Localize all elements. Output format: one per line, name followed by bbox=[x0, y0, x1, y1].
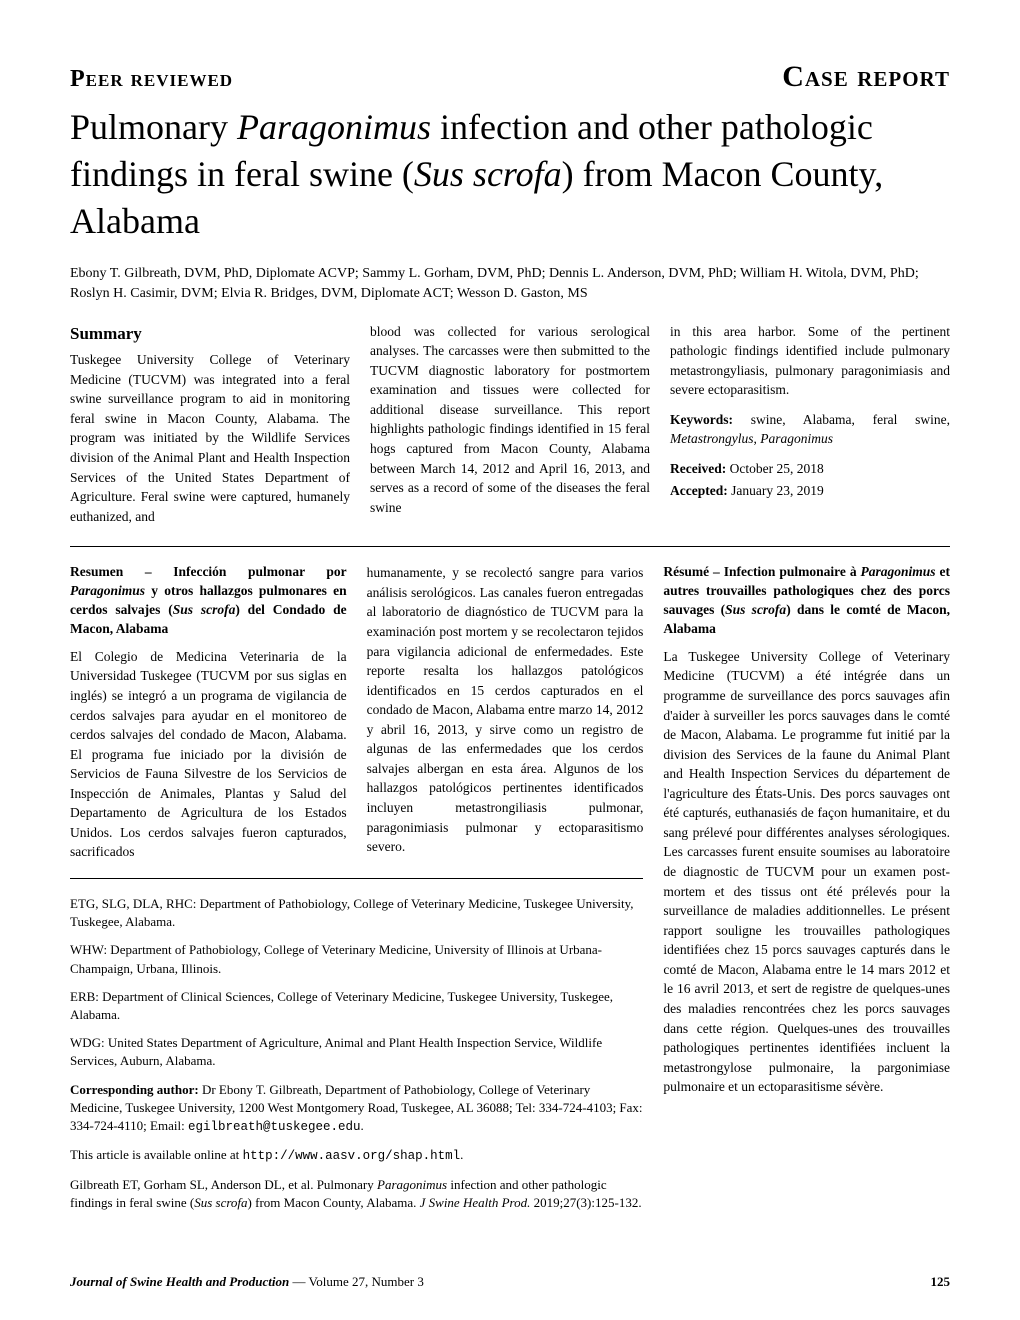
online-text: This article is available online at bbox=[70, 1147, 243, 1162]
left-column-group: Resumen – Infección pulmonar por Paragon… bbox=[70, 563, 643, 1222]
corr-email: egilbreath@tuskegee.edu bbox=[188, 1120, 361, 1134]
online-availability: This article is available online at http… bbox=[70, 1146, 643, 1166]
title-italic: Paragonimus bbox=[237, 107, 431, 147]
lower-section: Resumen – Infección pulmonar por Paragon… bbox=[70, 563, 950, 1222]
accepted-label: Accepted: bbox=[670, 483, 728, 498]
affiliation: WDG: United States Department of Agricul… bbox=[70, 1034, 643, 1070]
heading-italic: Sus scrofa bbox=[173, 602, 236, 617]
citation: Gilbreath ET, Gorham SL, Anderson DL, et… bbox=[70, 1176, 643, 1212]
citation-part: Gilbreath ET, Gorham SL, Anderson DL, et… bbox=[70, 1177, 377, 1192]
summary-col-1: Summary Tuskegee University College of V… bbox=[70, 322, 350, 527]
title-part: Pulmonary bbox=[70, 107, 237, 147]
keywords-italic: Paragonimus bbox=[760, 431, 833, 446]
resumen-body: humanamente, y se recolectó sangre para … bbox=[367, 565, 644, 854]
article-title: Pulmonary Paragonimus infection and othe… bbox=[70, 104, 950, 244]
summary-text: blood was collected for various serologi… bbox=[370, 324, 650, 515]
accepted-date: January 23, 2019 bbox=[728, 483, 824, 498]
keywords-text: swine, Alabama, feral swine, bbox=[733, 412, 950, 427]
heading-italic: Paragonimus bbox=[70, 583, 145, 598]
summary-text: in this area harbor. Some of the pertine… bbox=[670, 324, 950, 398]
citation-italic: Paragonimus bbox=[377, 1177, 447, 1192]
page-footer: Journal of Swine Health and Production —… bbox=[70, 1274, 950, 1290]
corresponding-author: Corresponding author: Dr Ebony T. Gilbre… bbox=[70, 1081, 643, 1137]
title-italic: Sus scrofa bbox=[414, 154, 562, 194]
heading-italic: Paragonimus bbox=[861, 564, 936, 579]
issue-info: — Volume 27, Number 3 bbox=[289, 1274, 424, 1289]
affiliations-block: ETG, SLG, DLA, RHC: Department of Pathob… bbox=[70, 895, 643, 1212]
keywords-block: Keywords: swine, Alabama, feral swine, M… bbox=[670, 410, 950, 449]
resumen-col-2: humanamente, y se recolectó sangre para … bbox=[367, 563, 644, 862]
resume-fr-body: La Tuskegee University College of Veteri… bbox=[663, 649, 950, 1094]
footer-journal: Journal of Swine Health and Production —… bbox=[70, 1274, 424, 1290]
corr-label: Corresponding author: bbox=[70, 1082, 199, 1097]
affiliation: WHW: Department of Pathobiology, College… bbox=[70, 941, 643, 977]
received-line: Received: October 25, 2018 bbox=[670, 459, 950, 479]
received-date: October 25, 2018 bbox=[726, 461, 823, 476]
resume-fr-heading: Résumé – Infection pulmonaire à Paragoni… bbox=[663, 563, 950, 639]
period: . bbox=[360, 1118, 363, 1133]
peer-reviewed-label: Peer reviewed bbox=[70, 66, 233, 93]
keywords-italic: Metastrongylus bbox=[670, 431, 754, 446]
summary-row: Summary Tuskegee University College of V… bbox=[70, 322, 950, 527]
report-type-label: Case report bbox=[782, 60, 950, 94]
resumen-row: Resumen – Infección pulmonar por Paragon… bbox=[70, 563, 643, 862]
heading-italic: Sus scrofa bbox=[725, 602, 786, 617]
heading-part: Resumen – Infección pulmonar por bbox=[70, 564, 347, 579]
resumen-col-1: Resumen – Infección pulmonar por Paragon… bbox=[70, 563, 347, 862]
dates-block: Received: October 25, 2018 Accepted: Jan… bbox=[670, 459, 950, 500]
online-url: http://www.aasv.org/shap.html bbox=[243, 1149, 461, 1163]
affiliation: ERB: Department of Clinical Sciences, Co… bbox=[70, 988, 643, 1024]
affiliation: ETG, SLG, DLA, RHC: Department of Pathob… bbox=[70, 895, 643, 931]
citation-italic: Sus scrofa bbox=[194, 1195, 247, 1210]
journal-name: Journal of Swine Health and Production bbox=[70, 1274, 289, 1289]
keywords-label: Keywords: bbox=[670, 412, 733, 427]
resumen-heading: Resumen – Infección pulmonar por Paragon… bbox=[70, 563, 347, 639]
summary-col-2: blood was collected for various serologi… bbox=[370, 322, 650, 527]
authors-list: Ebony T. Gilbreath, DVM, PhD, Diplomate … bbox=[70, 264, 950, 303]
divider bbox=[70, 878, 643, 879]
page-number: 125 bbox=[931, 1274, 951, 1290]
citation-part: ) from Macon County, Alabama. bbox=[248, 1195, 420, 1210]
heading-part: Résumé – Infection pulmonaire à bbox=[663, 564, 860, 579]
header-row: Peer reviewed Case report bbox=[70, 60, 950, 94]
accepted-line: Accepted: January 23, 2019 bbox=[670, 481, 950, 501]
resumen-body: El Colegio de Medicina Veterinaria de la… bbox=[70, 649, 347, 860]
summary-text: Tuskegee University College of Veterinar… bbox=[70, 352, 350, 524]
citation-part: 2019;27(3):125-132. bbox=[530, 1195, 641, 1210]
citation-journal: J Swine Health Prod. bbox=[420, 1195, 531, 1210]
received-label: Received: bbox=[670, 461, 726, 476]
summary-col-3: in this area harbor. Some of the pertine… bbox=[670, 322, 950, 527]
resume-fr-col: Résumé – Infection pulmonaire à Paragoni… bbox=[663, 563, 950, 1222]
summary-heading: Summary bbox=[70, 322, 350, 347]
divider bbox=[70, 546, 950, 547]
period: . bbox=[460, 1147, 463, 1162]
